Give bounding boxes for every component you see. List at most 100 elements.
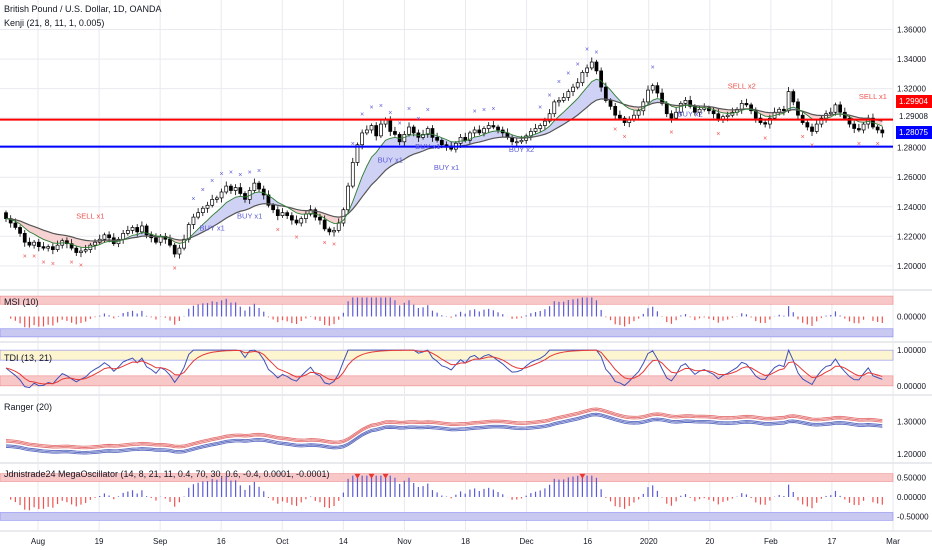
x-tick-label: Feb — [764, 537, 778, 546]
buy-cross-marker: × — [379, 103, 383, 110]
x-tick-label: 18 — [461, 537, 470, 546]
candle-body — [177, 247, 182, 255]
upper-threshold-band — [0, 473, 894, 482]
candle-body — [360, 132, 365, 146]
buy-signal-label: BUY x1 — [415, 142, 440, 151]
upper-zone — [0, 349, 894, 361]
candle-body — [664, 103, 669, 115]
buy-cross-marker: × — [651, 64, 655, 71]
candle-body — [753, 110, 758, 119]
buy-cross-marker: × — [491, 106, 495, 113]
candle-body — [425, 128, 430, 135]
candle-body — [636, 110, 641, 116]
candle-body — [739, 103, 744, 110]
buy-cross-marker: × — [229, 169, 233, 176]
x-tick-label: 16 — [583, 537, 592, 546]
candle-body — [79, 250, 83, 253]
candle-body — [791, 91, 796, 103]
axes: Aug 19 Sep 16 Oct 14 Nov 18 Dec 16 2020 20 Feb 17 Mar1… — [31, 26, 929, 546]
candle-body — [219, 191, 224, 199]
candle-body — [678, 103, 683, 113]
buy-cross-marker: × — [201, 187, 205, 194]
buy-cross-marker: × — [426, 107, 430, 114]
buy-cross-marker: × — [369, 104, 373, 111]
candle-body — [261, 188, 266, 196]
buy-cross-marker: × — [594, 50, 598, 57]
lower-threshold-band — [0, 512, 894, 521]
candle-body — [538, 125, 543, 129]
candle-body — [763, 122, 768, 125]
x-tick-label: Aug — [31, 537, 45, 546]
candle-body — [200, 207, 205, 214]
candle-body — [810, 126, 814, 132]
candle-body — [707, 107, 711, 112]
lower-zone — [0, 375, 894, 387]
buy-cross-marker: × — [473, 109, 477, 116]
candle-body — [107, 234, 111, 239]
candle-body — [289, 215, 294, 221]
ranger-upper-line — [5, 410, 883, 450]
sell-cross-marker: × — [613, 126, 617, 133]
candle-body — [421, 134, 425, 138]
candle-body — [135, 227, 140, 233]
candle-body — [271, 204, 275, 211]
x-tick-label: Mar — [886, 537, 900, 546]
tdi-title: TDI (13, 21) — [4, 353, 53, 363]
price-lines — [0, 78, 893, 249]
candle-body — [674, 111, 678, 119]
candle-body — [93, 241, 97, 246]
sell-signal-label: SELL x1 — [76, 212, 104, 221]
ranger-lower-line — [5, 415, 883, 455]
candle-body — [13, 222, 18, 228]
y-tick-label: 1.28000 — [897, 144, 926, 153]
candle-body — [379, 123, 383, 137]
candle-body — [121, 233, 126, 240]
candle-body — [585, 67, 589, 73]
candle-body — [172, 244, 177, 255]
tdi-signal-line — [5, 349, 883, 385]
candle-body — [655, 85, 660, 94]
ranger-lower-line — [5, 414, 883, 454]
sell-cross-marker: × — [669, 129, 673, 136]
candle-body — [327, 228, 332, 233]
candle-body — [543, 120, 547, 126]
candle-body — [140, 225, 144, 233]
sell-cross-marker: × — [294, 234, 298, 241]
candle-body — [238, 187, 243, 194]
x-tick-label: 20 — [705, 537, 714, 546]
candle-body — [294, 219, 299, 224]
candle-body — [463, 137, 468, 141]
buy-cross-marker: × — [360, 112, 364, 119]
oversold-band — [0, 328, 894, 338]
buy-signal-label: BUY x2 — [509, 145, 534, 154]
candle-body — [22, 233, 27, 243]
x-tick-label: 19 — [95, 537, 104, 546]
candle-body — [571, 86, 575, 92]
symbol-title: British Pound / U.S. Dollar, 1D, OANDA — [4, 4, 162, 14]
sell-cross-marker: × — [763, 135, 767, 142]
candle-body — [814, 123, 819, 132]
y-tick-label: 0.00000 — [897, 313, 926, 322]
x-tick-label: 17 — [827, 537, 836, 546]
candle-body — [210, 199, 215, 206]
y-tick-label: 1.00000 — [897, 346, 926, 355]
buy-cross-marker: × — [257, 168, 261, 175]
tdi-line — [5, 348, 883, 389]
y-tick-label: 1.32000 — [897, 85, 926, 94]
candle-body — [580, 72, 585, 84]
candle-body — [374, 125, 379, 137]
y-tick-label: 1.36000 — [897, 26, 926, 35]
sell-cross-marker: × — [32, 253, 36, 260]
candle-body — [55, 244, 60, 250]
candle-body — [749, 104, 753, 112]
candle-body — [594, 61, 599, 72]
candle-body — [36, 241, 41, 247]
candle-body — [819, 117, 824, 125]
megaoscillator-title: Jdnistrade24 MegaOscillator (14, 8, 21, … — [4, 469, 330, 479]
ranger-lower-line — [5, 412, 883, 452]
x-tick-label: 14 — [339, 537, 348, 546]
y-tick-label: 0.50000 — [897, 474, 926, 483]
candle-body — [205, 204, 210, 209]
candle-body — [102, 234, 107, 240]
